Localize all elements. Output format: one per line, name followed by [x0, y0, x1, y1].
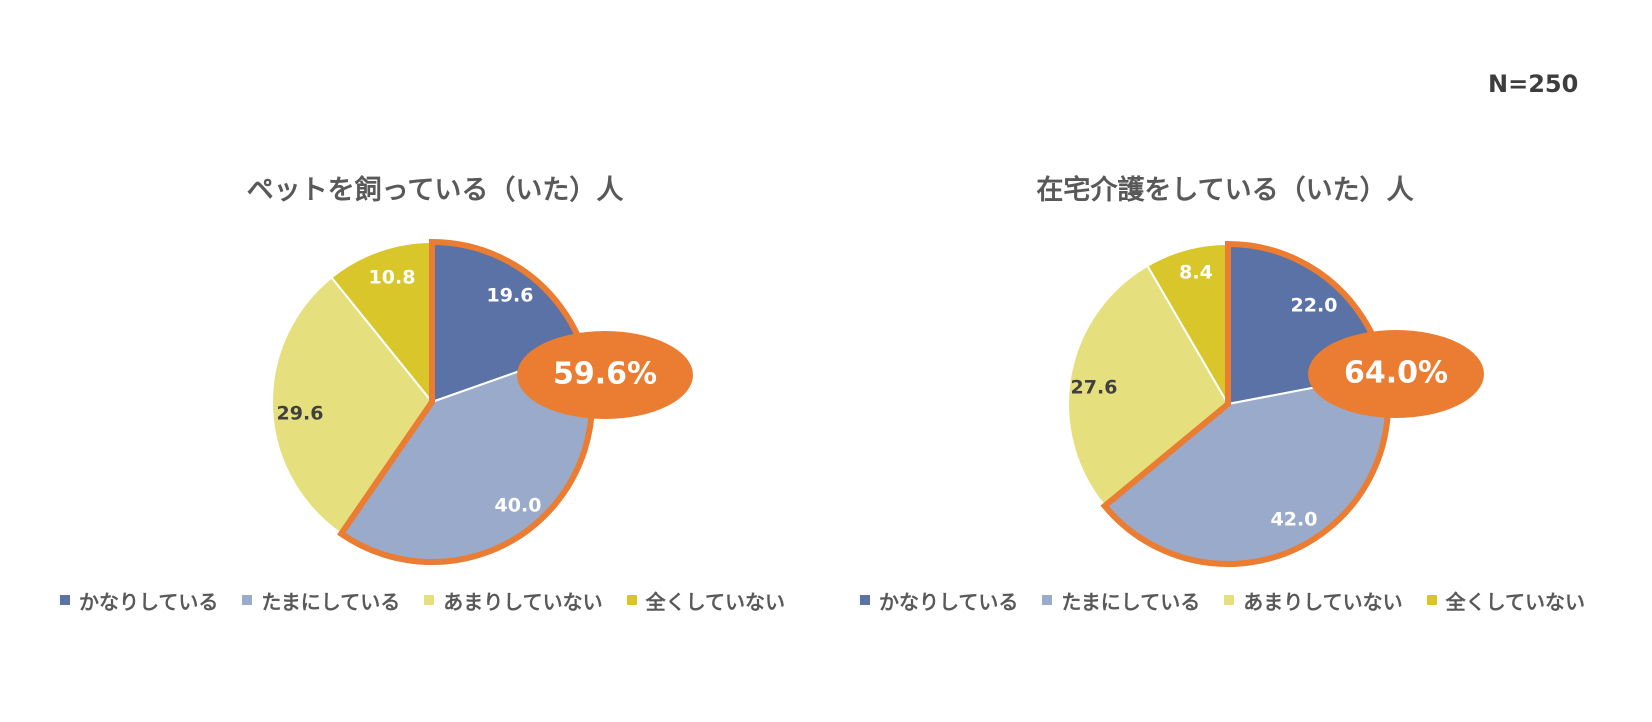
value-label-1-3: 8.4 — [1179, 262, 1213, 284]
legend-label-0-1: たまにしている — [261, 589, 401, 614]
legend-swatch-1-2 — [1224, 595, 1235, 605]
legend-label-0-3: 全くしていない — [645, 589, 786, 614]
legend-item-0-1: たまにしている — [242, 586, 400, 615]
value-label-1-0: 22.0 — [1291, 295, 1338, 317]
pie-slice-1-2 — [1067, 264, 1230, 508]
legend-label-0-2: あまりしていない — [443, 589, 603, 614]
legend-item-0-0: かなりしている — [60, 586, 218, 615]
value-label-0-3: 10.8 — [369, 267, 416, 289]
value-label-0-0: 19.6 — [487, 285, 534, 307]
legend-swatch-0-3 — [626, 595, 637, 605]
legend-item-0-2: あまりしていない — [424, 586, 603, 615]
legend-item-1-1: たまにしている — [1042, 586, 1200, 615]
legend-item-1-3: 全くしていない — [1426, 586, 1586, 615]
total-bubble-1 — [1308, 330, 1484, 418]
total-bubble-0 — [517, 331, 693, 419]
highlight-outline-0 — [337, 238, 595, 565]
legend-swatch-1-1 — [1042, 595, 1053, 605]
legend-label-1-0: かなりしている — [879, 589, 1019, 614]
legend-label-1-2: あまりしていない — [1243, 589, 1403, 614]
legend-swatch-0-2 — [424, 595, 435, 605]
legend-label-1-1: たまにしている — [1061, 589, 1201, 614]
pie-slice-0-2 — [271, 276, 434, 536]
legend-swatch-1-3 — [1426, 595, 1437, 605]
legend-swatch-0-0 — [60, 595, 70, 605]
value-label-0-2: 29.6 — [277, 403, 324, 425]
value-label-1-1: 42.0 — [1271, 509, 1318, 531]
legend-item-0-3: 全くしていない — [626, 586, 786, 615]
value-label-0-1: 40.0 — [495, 495, 542, 517]
legend-pet: かなりしている たまにしている あまりしていない 全くしていない — [60, 586, 809, 614]
legend-item-1-2: あまりしていない — [1224, 586, 1403, 615]
chart-title-care: 在宅介護をしている（いた）人 — [1036, 175, 1414, 206]
chart-title-pet: ペットを飼っている（いた）人 — [246, 175, 624, 206]
sample-size-label: N=250 — [1488, 70, 1579, 98]
legend-care: かなりしている たまにしている あまりしていない 全くしていない — [860, 586, 1609, 614]
total-bubble-label-1: 64.0% — [1344, 356, 1448, 391]
highlight-outline-1 — [1100, 240, 1391, 567]
legend-swatch-0-1 — [242, 595, 253, 605]
value-label-1-2: 27.6 — [1071, 377, 1118, 399]
legend-label-0-0: かなりしている — [79, 589, 219, 614]
pie-slice-0-3 — [330, 240, 433, 405]
total-bubble-label-0: 59.6% — [553, 357, 657, 392]
legend-item-1-0: かなりしている — [860, 586, 1018, 615]
legend-label-1-3: 全くしていない — [1445, 589, 1586, 614]
legend-swatch-1-0 — [860, 595, 870, 605]
